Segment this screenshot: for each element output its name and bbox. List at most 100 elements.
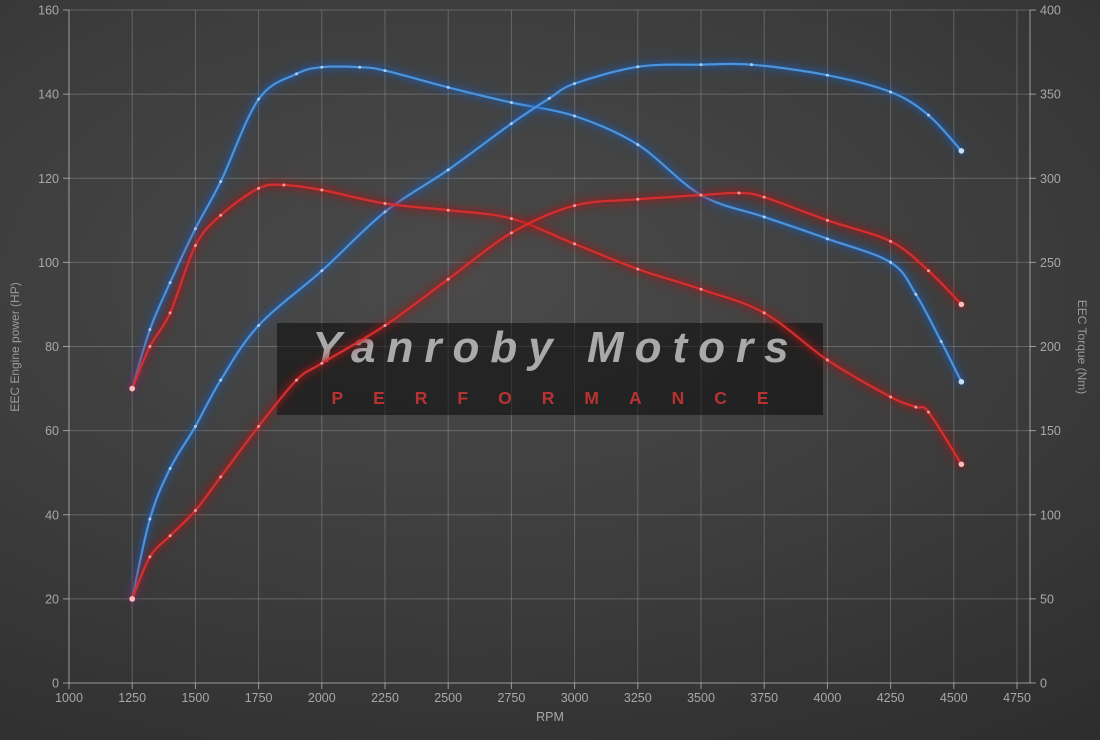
curve-marker-torque-run-blue <box>219 180 223 184</box>
curve-marker-power-run-blue <box>148 517 152 521</box>
curve-marker-power-run-red <box>636 197 640 201</box>
curve-line-torque-run-blue <box>131 65 963 390</box>
curve-marker-power-run-blue <box>573 82 577 86</box>
curve-marker-torque-run-red <box>762 311 766 315</box>
x-tick-label: 3750 <box>750 691 778 705</box>
curve-marker-torque-run-blue <box>636 143 640 147</box>
x-tick-label: 1000 <box>55 691 83 705</box>
y-left-tick-label: 20 <box>45 592 59 606</box>
curve-marker-torque-run-blue <box>825 237 829 241</box>
curve-line-torque-run-red <box>131 183 963 466</box>
curve-marker-power-run-blue <box>219 378 223 382</box>
watermark: Yanroby Motors PERFORMANCE <box>277 323 823 415</box>
curve-marker-torque-run-red <box>914 405 918 409</box>
curve-marker-torque-run-red <box>889 395 893 399</box>
curve-marker-power-run-red <box>573 204 577 208</box>
y-right-tick-label: 400 <box>1040 4 1061 18</box>
curve-marker-torque-run-blue <box>889 260 893 264</box>
y-right-tick-label: 250 <box>1040 256 1061 270</box>
curve-marker-power-run-red <box>219 475 223 479</box>
curve-marker-torque-run-red <box>219 213 223 217</box>
x-tick-label: 1500 <box>181 691 209 705</box>
y-right-tick-label: 100 <box>1040 508 1061 522</box>
axis-layer <box>63 9 1036 689</box>
curve-marker-torque-run-blue <box>914 292 918 296</box>
curve-marker-power-run-blue <box>699 63 703 67</box>
y-right-tick-label: 350 <box>1040 88 1061 102</box>
curve-marker-power-run-red <box>762 195 766 199</box>
curve-marker-torque-run-blue <box>573 114 577 118</box>
curve-endpoint-torque-run-red <box>958 461 965 468</box>
curve-marker-power-run-red <box>737 191 741 195</box>
x-tick-label: 1250 <box>118 691 146 705</box>
y-left-tick-label: 60 <box>45 424 59 438</box>
curve-marker-torque-run-blue <box>939 339 943 343</box>
curve-marker-power-run-red <box>446 277 450 281</box>
x-tick-label: 2000 <box>308 691 336 705</box>
x-tick-label: 4750 <box>1003 691 1031 705</box>
y-left-tick-label: 40 <box>45 508 59 522</box>
curve-marker-torque-run-red <box>320 188 324 192</box>
y-right-tick-label: 200 <box>1040 340 1061 354</box>
curve-marker-power-run-red <box>889 239 893 243</box>
y-left-tick-label: 160 <box>38 4 59 18</box>
tick-labels: 0 20 40 60 80 100 120 140 160 0 50 100 150 200 250 300 3… <box>38 4 1061 706</box>
curves <box>125 57 968 606</box>
curve-marker-power-run-blue <box>889 90 893 94</box>
x-tick-label: 2250 <box>371 691 399 705</box>
y-left-tick-label: 80 <box>45 340 59 354</box>
curve-marker-torque-run-blue <box>358 65 362 69</box>
x-tick-label: 2750 <box>497 691 525 705</box>
curve-marker-torque-run-red <box>573 242 577 246</box>
y-left-tick-label: 100 <box>38 256 59 270</box>
curve-power-run-red <box>125 186 968 606</box>
y-right-tick-label: 0 <box>1040 677 1047 691</box>
curve-marker-torque-run-red <box>825 358 829 362</box>
curve-marker-power-run-blue <box>509 122 513 126</box>
curve-marker-torque-run-red <box>282 183 286 187</box>
curve-marker-torque-run-blue <box>320 65 324 69</box>
curve-marker-power-run-red <box>927 269 931 273</box>
curve-marker-power-run-red <box>148 555 152 559</box>
curve-marker-power-run-red <box>699 193 703 197</box>
curve-marker-torque-run-blue <box>446 85 450 89</box>
curve-marker-power-run-red <box>383 323 387 327</box>
x-tick-label: 2500 <box>434 691 462 705</box>
curve-marker-torque-run-red <box>509 217 513 221</box>
curve-marker-power-run-blue <box>168 466 172 470</box>
curve-marker-power-run-blue <box>257 323 261 327</box>
curve-marker-torque-run-blue <box>383 69 387 73</box>
curve-marker-power-run-blue <box>927 113 931 117</box>
curve-marker-torque-run-red <box>168 311 172 315</box>
curve-marker-power-run-red <box>825 218 829 222</box>
curve-marker-torque-run-blue <box>295 72 299 76</box>
curve-marker-power-run-red <box>257 424 261 428</box>
curve-marker-torque-run-red <box>257 186 261 190</box>
curve-endpoint-torque-run-blue <box>958 379 965 385</box>
x-tick-label: 3000 <box>561 691 589 705</box>
curve-marker-torque-run-blue <box>509 101 513 105</box>
x-tick-label: 3500 <box>687 691 715 705</box>
curve-endpoint-power-run-blue <box>958 148 965 154</box>
curve-endpoint-power-run-red <box>129 596 135 602</box>
watermark-subtitle: PERFORMANCE <box>331 388 798 408</box>
curve-marker-torque-run-blue <box>148 328 152 332</box>
curve-marker-power-run-red <box>168 534 172 538</box>
curve-marker-power-run-blue <box>636 65 640 69</box>
x-tick-label: 1750 <box>245 691 273 705</box>
curve-endpoint-power-run-red <box>958 301 965 308</box>
curve-marker-torque-run-red <box>927 410 931 414</box>
y-left-tick-label: 0 <box>52 677 59 691</box>
curve-marker-power-run-red <box>509 231 513 235</box>
curve-marker-power-run-red <box>295 378 299 382</box>
curve-marker-torque-run-blue <box>193 227 197 231</box>
curve-marker-torque-run-red <box>383 201 387 205</box>
curve-marker-torque-run-red <box>193 244 197 248</box>
curve-torque-run-blue <box>125 60 968 396</box>
curve-marker-torque-run-blue <box>168 281 172 285</box>
curve-marker-power-run-red <box>320 361 324 365</box>
x-tick-label: 3250 <box>624 691 652 705</box>
curve-marker-power-run-blue <box>193 424 197 428</box>
curve-marker-power-run-blue <box>320 269 324 273</box>
curve-marker-torque-run-blue <box>257 97 261 101</box>
